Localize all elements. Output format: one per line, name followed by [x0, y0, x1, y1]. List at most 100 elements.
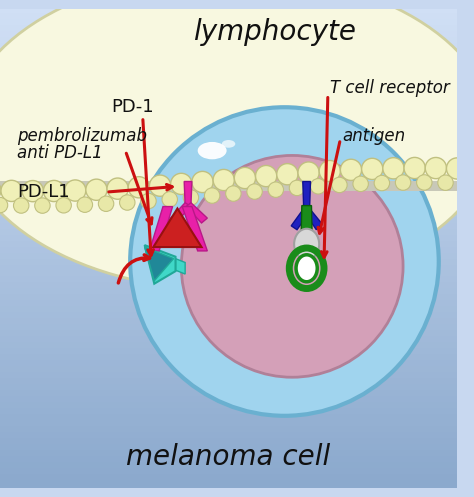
Circle shape [183, 190, 199, 205]
Ellipse shape [198, 142, 227, 160]
Circle shape [86, 179, 107, 200]
Bar [0, 439, 457, 446]
Bar [0, 343, 457, 350]
Bar [0, 181, 457, 188]
Ellipse shape [296, 255, 317, 282]
Polygon shape [303, 181, 310, 210]
Bar [0, 181, 467, 191]
Bar [0, 134, 457, 141]
Circle shape [459, 175, 474, 191]
Circle shape [1, 180, 22, 201]
Circle shape [181, 156, 403, 377]
Bar [0, 271, 457, 278]
Bar [0, 56, 457, 63]
Polygon shape [184, 181, 192, 206]
Bar [0, 200, 457, 207]
Circle shape [417, 175, 432, 190]
Circle shape [468, 159, 474, 180]
Circle shape [128, 176, 149, 198]
Circle shape [362, 158, 383, 179]
Bar [0, 158, 457, 165]
Bar [0, 308, 457, 315]
Circle shape [395, 175, 411, 190]
Bar [0, 80, 457, 87]
Ellipse shape [0, 0, 474, 290]
Bar [0, 128, 457, 135]
Bar [0, 188, 457, 195]
Bar [0, 349, 457, 356]
Circle shape [353, 176, 368, 191]
Circle shape [447, 158, 468, 179]
Bar [0, 175, 457, 182]
Ellipse shape [222, 140, 235, 148]
Bar [0, 355, 457, 362]
Text: PD-L1: PD-L1 [18, 183, 70, 201]
Polygon shape [169, 203, 191, 224]
Bar [0, 8, 457, 15]
Bar [0, 26, 457, 33]
Circle shape [332, 177, 347, 193]
Bar [0, 146, 457, 153]
Bar [0, 104, 457, 111]
Bar [0, 38, 457, 45]
Circle shape [44, 180, 64, 202]
Polygon shape [291, 208, 310, 230]
Bar [0, 397, 457, 404]
Bar [0, 361, 457, 368]
Bar [0, 367, 457, 374]
Bar [0, 169, 457, 176]
Bar [0, 295, 457, 302]
Circle shape [171, 173, 192, 194]
Circle shape [22, 180, 44, 202]
Bar [0, 218, 457, 225]
Bar [0, 379, 457, 386]
Text: melanoma cell: melanoma cell [127, 443, 331, 471]
Bar [0, 253, 457, 260]
Circle shape [247, 184, 262, 199]
Circle shape [35, 198, 50, 213]
Bar [0, 331, 457, 338]
Circle shape [141, 193, 156, 209]
Bar [0, 326, 457, 332]
Circle shape [0, 180, 1, 201]
Circle shape [268, 182, 283, 197]
Bar [0, 32, 457, 39]
Ellipse shape [294, 229, 319, 259]
Bar [0, 385, 457, 392]
Circle shape [374, 175, 390, 191]
Bar [0, 433, 457, 440]
Text: antigen: antigen [342, 127, 405, 145]
Bar [0, 391, 457, 398]
Circle shape [404, 158, 425, 178]
Circle shape [289, 180, 305, 196]
Bar [0, 457, 457, 464]
Circle shape [438, 175, 453, 190]
Bar [0, 140, 457, 147]
Circle shape [213, 169, 234, 191]
Bar [0, 194, 457, 201]
Bar [0, 122, 457, 129]
Text: PD-1: PD-1 [111, 98, 154, 116]
Bar [0, 50, 457, 57]
Circle shape [0, 197, 8, 213]
Polygon shape [186, 203, 207, 223]
Circle shape [13, 198, 29, 213]
Text: T cell receptor: T cell receptor [330, 79, 449, 97]
Bar [0, 259, 457, 266]
Bar [0, 481, 457, 488]
Circle shape [56, 198, 72, 213]
Bar [0, 283, 457, 290]
Bar [0, 212, 457, 219]
Bar [0, 403, 457, 410]
Bar [0, 74, 457, 81]
Bar [0, 14, 457, 21]
Text: lymphocyte: lymphocyte [193, 17, 356, 46]
Circle shape [77, 197, 92, 212]
Bar [0, 445, 457, 452]
Bar [0, 62, 457, 69]
Bar [0, 86, 457, 93]
Circle shape [99, 196, 114, 211]
Bar [0, 224, 457, 231]
Bar [0, 248, 457, 254]
Circle shape [119, 195, 135, 210]
